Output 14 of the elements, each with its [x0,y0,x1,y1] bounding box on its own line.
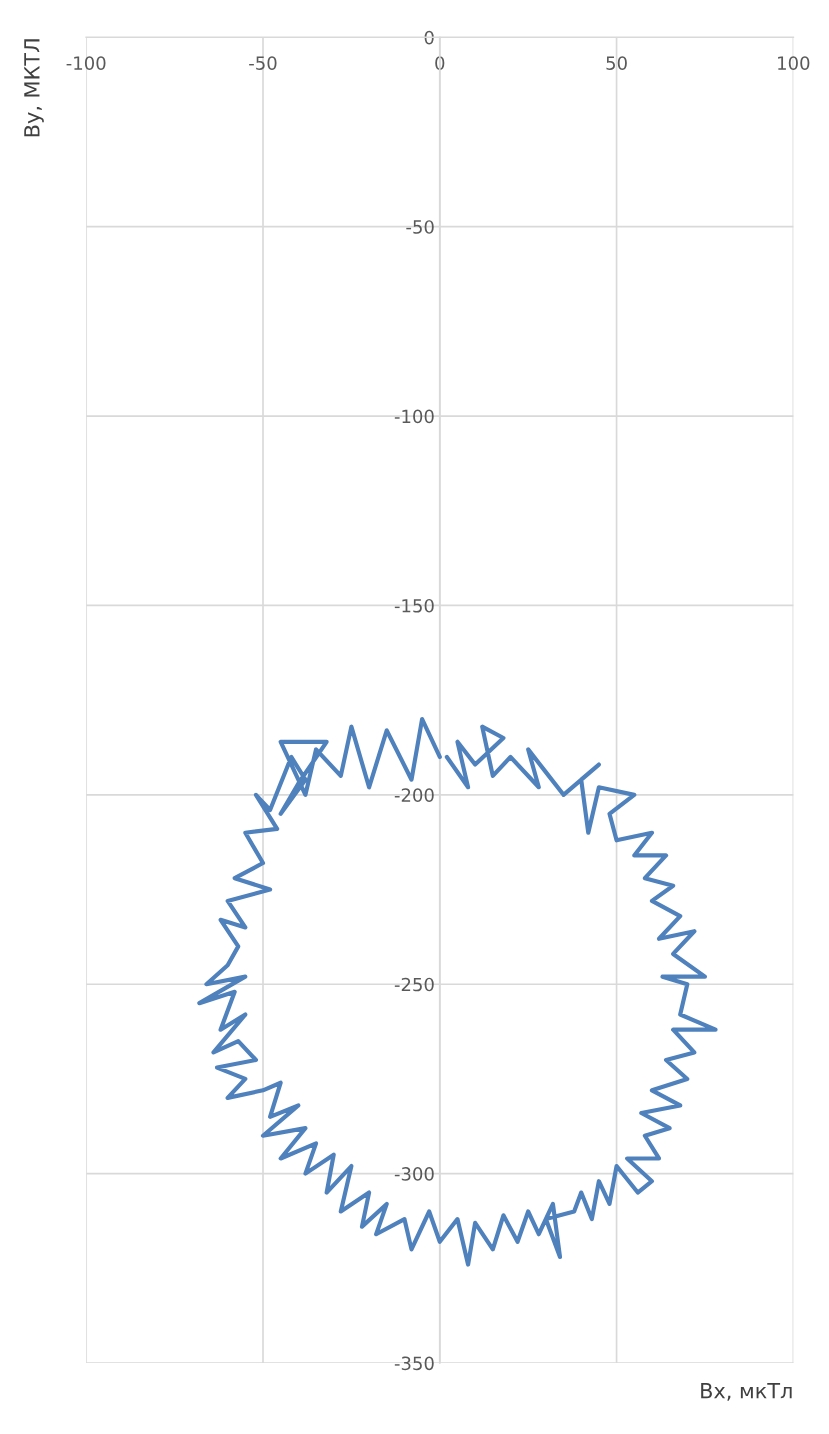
y-tick-label: -100 [394,409,434,424]
line-series [197,717,718,1267]
y-tick-label: -250 [394,977,434,992]
y-tick-label: -50 [406,220,434,234]
x-tick-label: 100 [778,56,810,70]
x-axis-title: Bx, мкТл [701,1383,792,1401]
y-tick-label: -150 [394,598,434,613]
y-axis-title: By, МКТЛ [24,39,44,137]
x-tick-label: -100 [66,56,106,70]
y-tick-label: -350 [394,1356,434,1371]
y-tick-label: -300 [394,1167,434,1181]
x-tick-label: -50 [249,56,277,70]
y-tick-label: -200 [394,788,434,802]
x-tick-label: 50 [606,56,627,70]
